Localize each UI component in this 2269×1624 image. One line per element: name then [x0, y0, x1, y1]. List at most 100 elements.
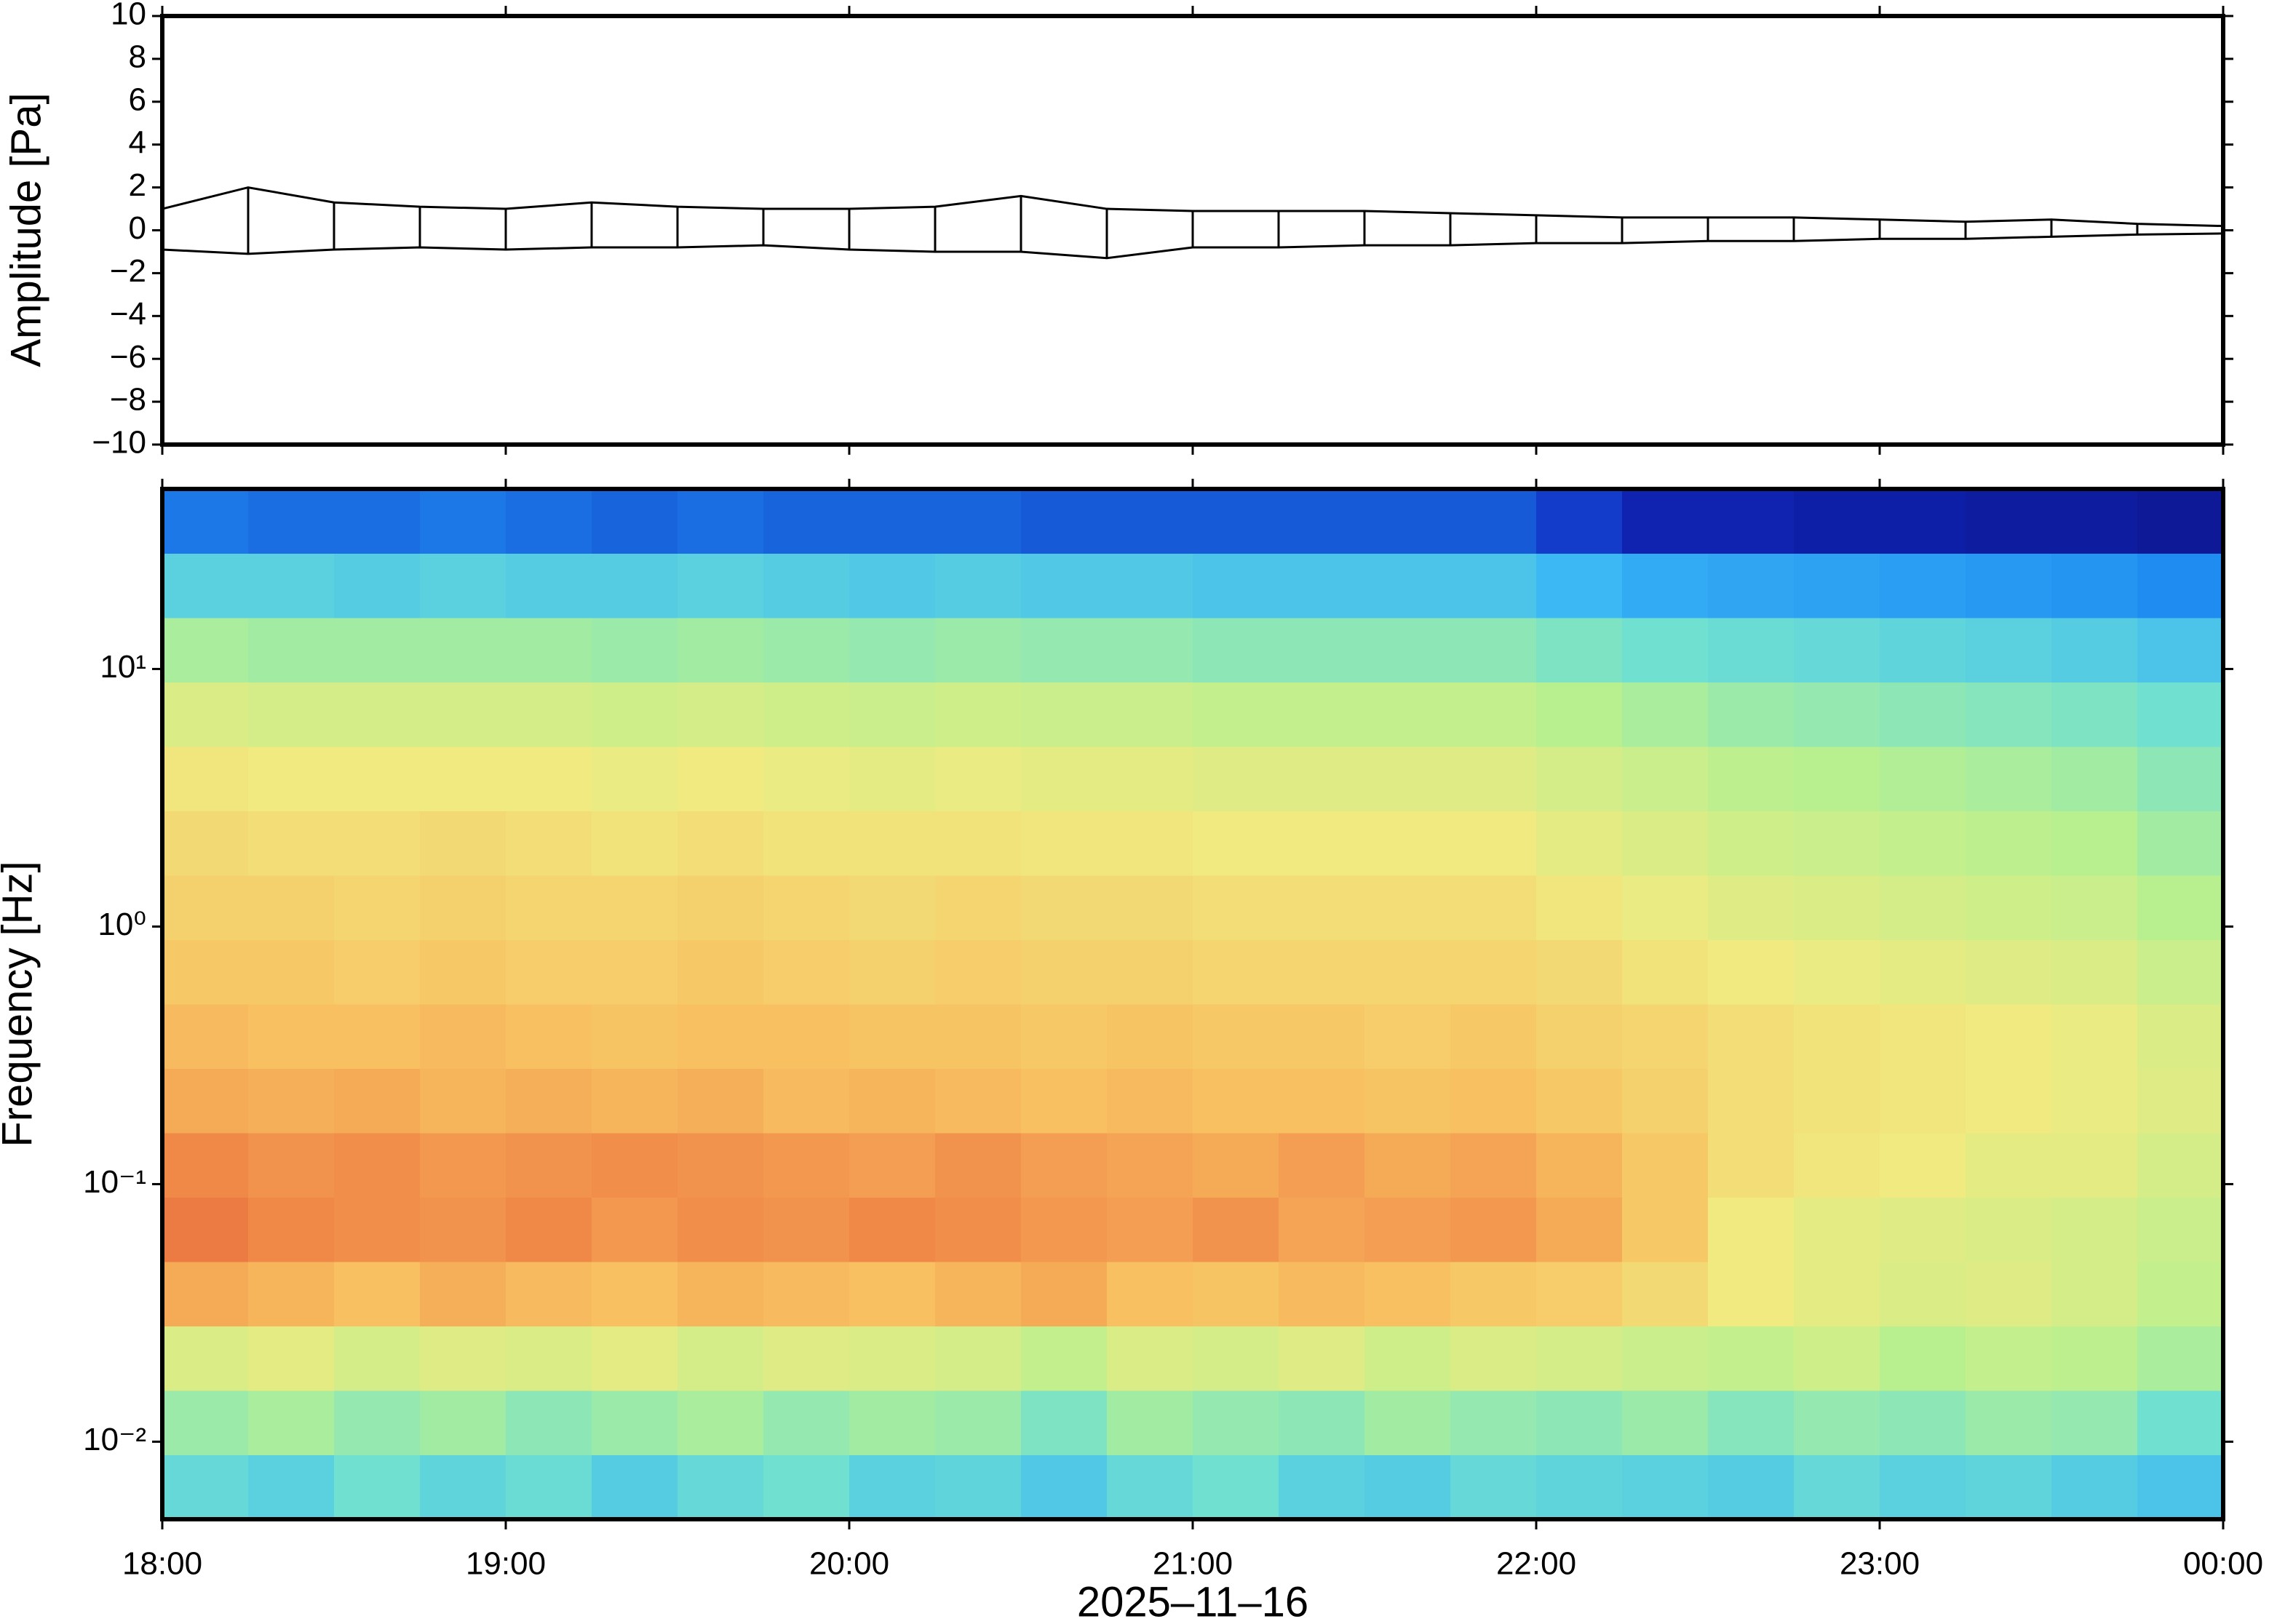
spectrogram-cell — [1794, 1004, 1880, 1070]
spectrogram-cell — [420, 939, 506, 1005]
spectrogram-cell — [1966, 1004, 2052, 1070]
spectrogram-cell — [1450, 489, 1537, 554]
spectrogram-cell — [1450, 875, 1537, 940]
spectrogram-cell — [1622, 811, 1709, 876]
spectrogram-cell — [935, 1197, 1022, 1262]
spectrogram-cell — [1193, 747, 1279, 812]
spectrogram-cell — [592, 1068, 678, 1134]
spectrogram-cell — [1279, 1326, 1365, 1391]
spectrogram-cell — [1107, 1004, 1193, 1070]
spectrogram-cell — [1021, 747, 1108, 812]
spectrogram-cell — [248, 553, 335, 618]
spectrogram-cell — [2051, 1068, 2138, 1134]
x-tick-label: 20:00 — [809, 1546, 889, 1582]
spectrogram-cell — [1279, 1197, 1365, 1262]
spectrogram-cell — [420, 553, 506, 618]
spectrogram-cell — [1880, 489, 1966, 554]
spectrogram-cell — [1193, 1197, 1279, 1262]
spectrogram-cell — [420, 811, 506, 876]
spectrogram-cell — [1966, 1326, 2052, 1391]
spectrogram-cell — [1622, 875, 1709, 940]
spectrogram-cell — [162, 811, 249, 876]
spectrogram-cell — [763, 682, 850, 747]
y-tick-label: 0 — [129, 210, 146, 246]
spectrogram-cell — [1279, 875, 1365, 940]
spectrogram-cell — [1021, 1197, 1108, 1262]
spectrogram-cell — [1450, 618, 1537, 682]
y-tick-label: 8 — [129, 39, 146, 75]
spectrogram-cell — [1794, 553, 1880, 618]
spectrogram-cell — [2137, 1454, 2224, 1520]
spectrogram-cell — [763, 1262, 850, 1327]
spectrogram-cell — [2137, 553, 2224, 618]
y-tick-label: 10⁻¹ — [83, 1164, 146, 1200]
spectrogram-cell — [592, 939, 678, 1005]
spectrogram-cell — [677, 489, 764, 554]
spectrogram-cell — [334, 618, 421, 682]
spectrogram-cell — [248, 875, 335, 940]
spectrogram-cell — [1708, 1004, 1795, 1070]
spectrogram-cell — [763, 1068, 850, 1134]
spectrogram-cell — [2137, 1004, 2224, 1070]
spectrogram-cell — [2051, 1197, 2138, 1262]
spectrogram-cell — [849, 811, 936, 876]
spectrogram-cell — [506, 939, 592, 1005]
spectrogram-cell — [420, 1390, 506, 1455]
spectrogram-cell — [849, 1004, 936, 1070]
spectrogram-cell — [2137, 1197, 2224, 1262]
spectrogram-cell — [162, 489, 249, 554]
spectrogram-cell — [1279, 1004, 1365, 1070]
spectrogram-cell — [334, 1068, 421, 1134]
spectrogram-cell — [1021, 1133, 1108, 1198]
y-tick-label: 10 — [111, 0, 146, 32]
spectrogram-cell — [2051, 811, 2138, 876]
spectrogram-cell — [1536, 811, 1623, 876]
spectrogram-cell — [1880, 1133, 1966, 1198]
spectrogram-cell — [1708, 1454, 1795, 1520]
spectrogram-cell — [1622, 1068, 1709, 1134]
spectrogram-cell — [1450, 1004, 1537, 1070]
spectrogram-cell — [162, 1197, 249, 1262]
spectrogram-cell — [334, 811, 421, 876]
spectrogram-cell — [1021, 1262, 1108, 1327]
spectrogram-cell — [1536, 1197, 1623, 1262]
spectrogram-cell — [506, 1133, 592, 1198]
spectrogram-cell — [1536, 489, 1623, 554]
spectrogram-cell — [1364, 811, 1451, 876]
spectrogram-cell — [1708, 553, 1795, 618]
spectrogram-cell — [1021, 553, 1108, 618]
spectrogram-cell — [334, 553, 421, 618]
spectrogram-cell — [849, 747, 936, 812]
spectrogram-cell — [592, 1004, 678, 1070]
spectrogram-cell — [849, 1262, 936, 1327]
spectrogram-cell — [1622, 553, 1709, 618]
spectrogram-cell — [935, 682, 1022, 747]
spectrogram-cell — [1536, 682, 1623, 747]
spectrogram-cell — [935, 489, 1022, 554]
spectrogram-cell — [420, 1326, 506, 1391]
y-tick-label: −10 — [92, 425, 146, 461]
spectrogram-cell — [1966, 875, 2052, 940]
y-tick-label: 6 — [129, 81, 146, 117]
spectrogram-cell — [677, 1068, 764, 1134]
spectrogram-cell — [677, 1454, 764, 1520]
spectrogram-cell — [1107, 553, 1193, 618]
spectrogram-cell — [248, 1068, 335, 1134]
spectrogram-cell — [1880, 1197, 1966, 1262]
spectrogram-cell — [677, 682, 764, 747]
spectrogram-cell — [420, 1133, 506, 1198]
spectrogram-cell — [1450, 939, 1537, 1005]
spectrogram-cell — [1536, 1262, 1623, 1327]
amplitude-axis-title: Amplitude [Pa] — [2, 92, 49, 367]
spectrogram-cell — [1193, 1326, 1279, 1391]
spectrogram-cell — [506, 1068, 592, 1134]
spectrogram-cell — [1622, 939, 1709, 1005]
x-tick-label: 22:00 — [1496, 1546, 1576, 1582]
spectrogram-cell — [935, 1454, 1022, 1520]
spectrogram-cell — [420, 682, 506, 747]
spectrogram-cell — [162, 553, 249, 618]
spectrogram-cell — [2137, 489, 2224, 554]
spectrogram-cell — [849, 553, 936, 618]
spectrogram-cell — [420, 1262, 506, 1327]
spectrogram-cell — [2137, 1133, 2224, 1198]
